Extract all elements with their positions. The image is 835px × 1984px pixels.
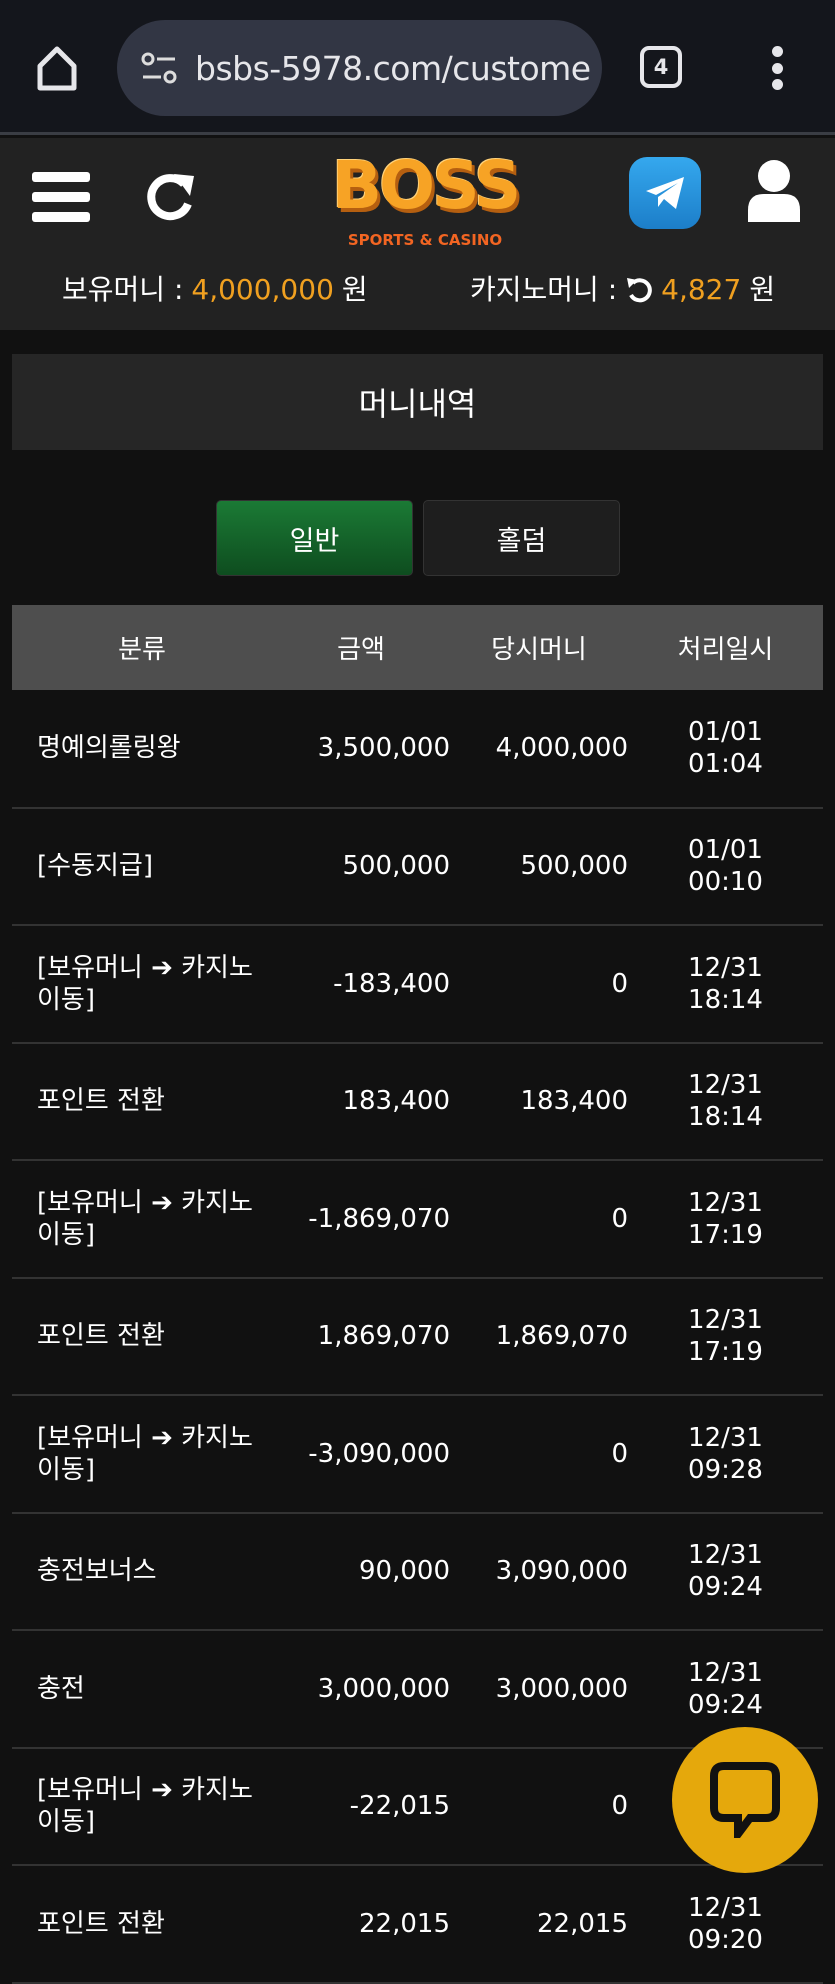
cell-balance: 22,015	[450, 1865, 628, 1984]
cell-date: 12/31	[688, 1070, 763, 1101]
table-header-row: 분류 금액 당시머니 처리일시	[12, 605, 823, 690]
table-row: 포인트 전환 183,400 183,400 12/31 18:14	[12, 1042, 823, 1161]
cell-amount: -3,090,000	[272, 1395, 450, 1514]
cell-category: 포인트 전환	[12, 1277, 272, 1396]
cell-time: 00:10	[688, 867, 763, 898]
header-balance: 당시머니	[450, 605, 628, 690]
page-title: 머니내역	[12, 354, 823, 450]
cell-category: [보유머니 ➔ 카지노 이동]	[12, 1160, 272, 1279]
table-row: 충전 3,000,000 3,000,000 12/31 09:24	[12, 1630, 823, 1749]
cell-time: 09:20	[688, 1924, 763, 1955]
cell-balance: 0	[450, 1395, 628, 1514]
cell-date: 12/31	[688, 1305, 763, 1336]
cell-time: 18:14	[688, 1102, 763, 1133]
table-row: [수동지급] 500,000 500,000 01/01 00:10	[12, 807, 823, 926]
cell-balance: 0	[450, 1747, 628, 1866]
cell-category: 충전보너스	[12, 1512, 272, 1631]
url-text: bsbs-5978.com/custome	[195, 48, 591, 88]
cell-time: 17:19	[688, 1219, 763, 1250]
cell-category: [보유머니 ➔ 카지노 이동]	[12, 925, 272, 1044]
cell-category: [보유머니 ➔ 카지노 이동]	[12, 1747, 272, 1866]
cell-date: 01/01	[688, 717, 763, 748]
cell-balance: 3,090,000	[450, 1512, 628, 1631]
cell-amount: 183,400	[272, 1042, 450, 1161]
table-row: 충전보너스 90,000 3,090,000 12/31 09:24	[12, 1512, 823, 1631]
cell-datetime: 12/31 09:24	[628, 1512, 823, 1631]
cell-datetime: 12/31 18:14	[628, 1042, 823, 1161]
cell-datetime: 12/31 17:19	[628, 1277, 823, 1396]
cell-date: 01/01	[688, 835, 763, 866]
cell-datetime: 12/31 09:20	[628, 1865, 823, 1984]
cell-date: 12/31	[688, 1187, 763, 1218]
header-category: 분류	[12, 605, 272, 690]
cell-time: 17:19	[688, 1337, 763, 1368]
tab-general[interactable]: 일반	[216, 500, 413, 576]
live-chat-button[interactable]	[672, 1727, 818, 1873]
cell-balance: 0	[450, 925, 628, 1044]
cell-balance: 4,000,000	[450, 690, 628, 809]
more-menu-icon[interactable]	[770, 46, 784, 90]
table-row: 명예의롤링왕 3,500,000 4,000,000 01/01 01:04	[12, 690, 823, 809]
telegram-icon[interactable]	[629, 157, 701, 229]
cell-time: 01:04	[688, 749, 763, 780]
cell-category: [수동지급]	[12, 807, 272, 926]
cell-amount: -183,400	[272, 925, 450, 1044]
cell-datetime: 12/31 17:19	[628, 1160, 823, 1279]
hamburger-menu-icon[interactable]	[32, 172, 90, 222]
casino-refresh-icon[interactable]	[625, 276, 653, 304]
cell-amount: 90,000	[272, 1512, 450, 1631]
cell-date: 12/31	[688, 1657, 763, 1688]
cell-category: 포인트 전환	[12, 1865, 272, 1984]
cell-amount: 500,000	[272, 807, 450, 926]
cell-time: 18:14	[688, 984, 763, 1015]
cell-amount: 3,000,000	[272, 1630, 450, 1749]
cell-amount: -22,015	[272, 1747, 450, 1866]
cell-balance: 500,000	[450, 807, 628, 926]
cell-amount: -1,869,070	[272, 1160, 450, 1279]
chat-bubble-icon	[710, 1762, 780, 1838]
cell-category: 포인트 전환	[12, 1042, 272, 1161]
cell-amount: 1,869,070	[272, 1277, 450, 1396]
tab-holdem[interactable]: 홀덤	[423, 500, 620, 576]
cell-datetime: 01/01 01:04	[628, 690, 823, 809]
casino-money: 카지노머니 : 4,827 원	[470, 273, 776, 306]
browser-toolbar: bsbs-5978.com/custome 4	[0, 0, 835, 135]
cell-time: 09:24	[688, 1689, 763, 1720]
cell-date: 12/31	[688, 1540, 763, 1571]
cell-balance: 0	[450, 1160, 628, 1279]
header-datetime: 처리일시	[628, 605, 823, 690]
address-bar[interactable]: bsbs-5978.com/custome	[117, 20, 602, 116]
cell-category: 충전	[12, 1630, 272, 1749]
cell-category: [보유머니 ➔ 카지노 이동]	[12, 1395, 272, 1514]
refresh-icon[interactable]	[144, 170, 198, 224]
header-amount: 금액	[272, 605, 450, 690]
hold-money: 보유머니 : 4,000,000 원	[62, 273, 368, 306]
table-row: [보유머니 ➔ 카지노 이동] -3,090,000 0 12/31 09:28	[12, 1395, 823, 1514]
cell-date: 12/31	[688, 1892, 763, 1923]
cell-balance: 183,400	[450, 1042, 628, 1161]
cell-time: 09:28	[688, 1454, 763, 1485]
cell-balance: 3,000,000	[450, 1630, 628, 1749]
cell-date: 12/31	[688, 952, 763, 983]
tab-switcher-button[interactable]: 4	[640, 46, 682, 88]
table-row: 포인트 전환 22,015 22,015 12/31 09:20	[12, 1865, 823, 1984]
site-settings-icon[interactable]	[139, 51, 179, 85]
home-icon[interactable]	[34, 44, 80, 92]
cell-datetime: 12/31 18:14	[628, 925, 823, 1044]
cell-datetime: 12/31 09:28	[628, 1395, 823, 1514]
table-row: 포인트 전환 1,869,070 1,869,070 12/31 17:19	[12, 1277, 823, 1396]
cell-date: 12/31	[688, 1422, 763, 1453]
boss-logo[interactable]: BOSS SPORTS & CASINO	[331, 147, 522, 249]
table-row: [보유머니 ➔ 카지노 이동] -1,869,070 0 12/31 17:19	[12, 1160, 823, 1279]
cell-balance: 1,869,070	[450, 1277, 628, 1396]
cell-amount: 3,500,000	[272, 690, 450, 809]
cell-amount: 22,015	[272, 1865, 450, 1984]
cell-datetime: 01/01 00:10	[628, 807, 823, 926]
user-profile-icon[interactable]	[746, 158, 802, 222]
table-row: [보유머니 ➔ 카지노 이동] -183,400 0 12/31 18:14	[12, 925, 823, 1044]
cell-time: 09:24	[688, 1572, 763, 1603]
cell-category: 명예의롤링왕	[12, 690, 272, 809]
